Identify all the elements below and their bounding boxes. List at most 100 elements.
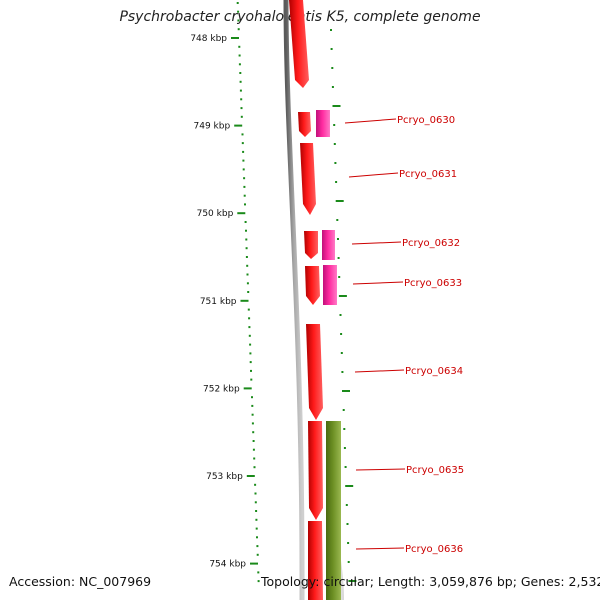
gene-label-pcryo-0634[interactable]: Pcryo_0634 — [405, 366, 463, 377]
minor-tick — [249, 361, 252, 364]
minor-tick — [255, 510, 258, 512]
leader-line — [351, 241, 402, 245]
gene-box-reverse — [323, 265, 337, 305]
minor-tick — [249, 343, 252, 346]
minor-tick — [346, 523, 349, 525]
minor-tick — [342, 409, 345, 411]
major-tick — [231, 37, 239, 39]
minor-tick — [251, 413, 254, 416]
minor-tick — [340, 352, 343, 354]
leader-line — [348, 172, 399, 178]
kbp-label: 754 kbp — [209, 560, 246, 570]
minor-tick — [343, 428, 346, 430]
leader-line — [354, 369, 405, 373]
minor-tick — [251, 404, 254, 407]
minor-tick — [247, 308, 250, 311]
accession-text: Accession: NC_007969 — [9, 574, 152, 589]
leader-line — [352, 281, 404, 285]
major-tick — [342, 390, 350, 392]
topology-text: Topology: circular; Length: 3,059,876 bp… — [261, 574, 600, 589]
minor-tick — [244, 221, 247, 223]
gene-label-pcryo-0632[interactable]: Pcryo_0632 — [402, 238, 460, 249]
leader-line — [355, 547, 405, 550]
gene-label-pcryo-0636[interactable]: Pcryo_0636 — [405, 544, 463, 555]
minor-tick — [248, 326, 251, 329]
gene-box-reverse — [322, 230, 335, 260]
minor-tick — [243, 177, 246, 180]
minor-tick — [331, 86, 334, 88]
minor-tick — [243, 185, 246, 188]
minor-tick — [246, 282, 249, 285]
gene-label-pcryo-0630[interactable]: Pcryo_0630 — [397, 115, 455, 126]
minor-tick — [337, 257, 340, 259]
minor-tick — [237, 19, 240, 22]
minor-tick — [239, 72, 242, 74]
gene-label-pcryo-0631[interactable]: Pcryo_0631 — [399, 169, 457, 180]
minor-tick — [333, 124, 336, 126]
minor-tick — [245, 247, 248, 250]
minor-tick — [242, 159, 245, 162]
minor-tick — [240, 98, 243, 101]
minor-tick — [256, 553, 259, 556]
minor-tick — [251, 396, 253, 399]
feature-box-olive — [326, 421, 341, 600]
minor-tick — [244, 203, 246, 206]
minor-tick — [252, 448, 255, 451]
minor-tick — [250, 369, 252, 372]
minor-tick — [347, 561, 350, 563]
minor-tick — [250, 378, 253, 381]
gene-labels: Pcryo_0630 Pcryo_0631 Pcryo_0632 Pcryo_0… — [397, 115, 464, 555]
minor-tick — [238, 45, 241, 48]
minor-tick — [254, 483, 257, 486]
genome-backbone — [283, 0, 305, 600]
minor-tick — [343, 447, 346, 449]
minor-tick — [238, 63, 241, 66]
minor-tick — [257, 571, 260, 574]
minor-tick — [256, 545, 259, 548]
kbp-label: 752 kbp — [203, 384, 240, 394]
minor-tick — [254, 501, 257, 504]
minor-tick — [237, 10, 240, 13]
kbp-labels: 748 kbp 749 kbp 750 kbp 751 kbp 752 kbp 753 k… — [190, 34, 246, 570]
minor-tick — [239, 80, 242, 83]
minor-tick — [255, 518, 258, 521]
minor-tick — [340, 333, 343, 335]
major-tick — [250, 562, 258, 565]
gene-arrow — [298, 112, 311, 137]
minor-tick — [236, 2, 239, 4]
minor-tick — [251, 422, 254, 425]
minor-tick — [333, 143, 336, 145]
right-tick-scale — [330, 29, 357, 582]
major-tick — [332, 105, 341, 107]
minor-tick — [246, 264, 249, 267]
minor-tick — [254, 492, 257, 495]
kbp-label: 750 kbp — [197, 209, 234, 219]
gene-arrow — [289, 0, 309, 88]
minor-tick — [243, 194, 246, 197]
minor-tick — [237, 28, 240, 31]
major-tick — [234, 124, 243, 127]
minor-tick — [247, 291, 250, 293]
gene-label-pcryo-0635[interactable]: Pcryo_0635 — [406, 465, 464, 476]
gene-arrow — [308, 521, 323, 600]
minor-tick — [330, 29, 332, 31]
minor-tick — [344, 466, 347, 468]
major-tick — [348, 580, 357, 582]
minor-tick — [242, 168, 245, 171]
minor-tick — [245, 238, 248, 241]
minor-tick — [241, 142, 244, 145]
gene-arrow — [305, 266, 320, 305]
gene-leader-lines — [344, 118, 406, 550]
gene-box-reverse — [316, 110, 330, 137]
gene-label-pcryo-0633[interactable]: Pcryo_0633 — [404, 278, 462, 289]
minor-tick — [246, 273, 249, 276]
minor-tick — [245, 229, 247, 232]
major-tick — [243, 387, 252, 390]
minor-tick — [255, 527, 258, 530]
minor-tick — [249, 352, 252, 355]
major-tick — [345, 485, 354, 487]
minor-tick — [252, 440, 255, 442]
minor-tick — [248, 317, 251, 320]
major-tick — [335, 200, 344, 202]
minor-tick — [240, 115, 243, 118]
